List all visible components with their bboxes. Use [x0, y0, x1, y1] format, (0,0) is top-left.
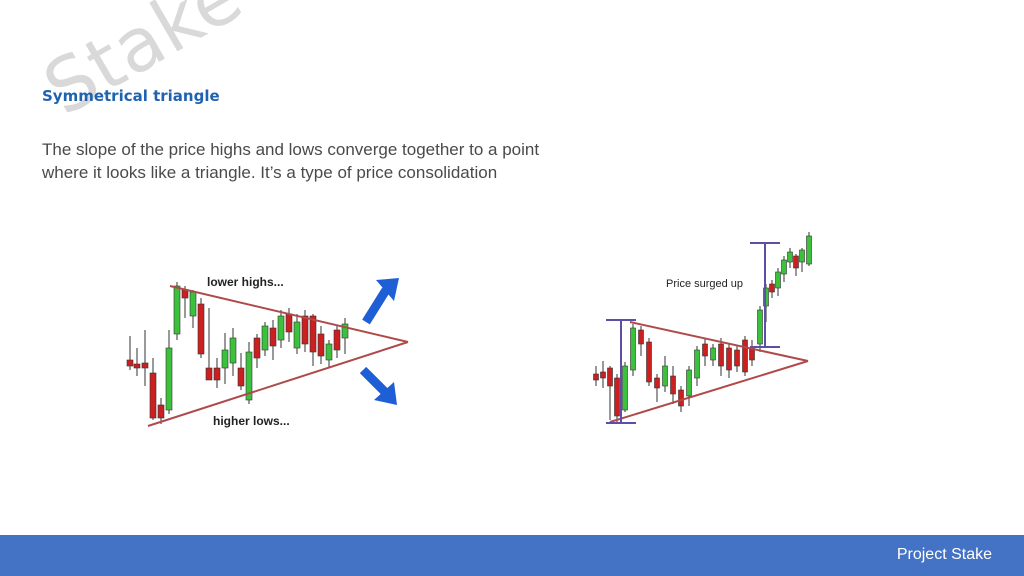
candle-body — [229, 337, 237, 364]
candle-body — [149, 372, 157, 419]
upper-trendline — [169, 285, 409, 343]
candle-body — [126, 359, 134, 367]
candle-body — [742, 339, 748, 373]
lower-trendline — [147, 341, 409, 427]
candle-body — [726, 347, 732, 371]
stake-watermark: Stake — [30, 0, 257, 133]
candle-body — [646, 341, 652, 383]
candle-body — [245, 351, 253, 401]
candle-body — [607, 367, 613, 387]
candle-body — [317, 333, 325, 357]
candle-body — [638, 329, 644, 345]
candle-body — [269, 327, 277, 347]
candle-body — [702, 343, 708, 357]
candle-body — [686, 369, 692, 397]
candle-body — [141, 362, 149, 369]
candle-body — [197, 303, 205, 355]
candle-body — [253, 337, 261, 359]
candle-body — [718, 343, 724, 367]
arrow-up-icon — [362, 278, 399, 325]
candle-body — [277, 315, 285, 341]
candle-body — [221, 349, 229, 369]
candle-body — [173, 285, 181, 335]
slide-title: Symmetrical triangle — [42, 87, 220, 105]
candle-body — [787, 251, 793, 263]
candle-body — [710, 347, 716, 361]
candle-body — [309, 315, 317, 353]
left-candles — [126, 282, 349, 424]
symmetrical-triangle-illustration: lower highs... higher lows... — [126, 275, 409, 428]
candle-body — [333, 329, 341, 351]
candle-body — [341, 323, 349, 339]
candle-body — [662, 365, 668, 387]
candle-body — [775, 271, 781, 289]
candle-body — [593, 373, 599, 381]
candle-body — [793, 255, 799, 269]
candle-body — [806, 235, 812, 265]
candle-body — [261, 325, 269, 351]
candle-body — [205, 367, 213, 381]
candle-body — [301, 315, 309, 345]
candle-body — [654, 377, 660, 389]
candle-body — [622, 365, 628, 411]
candle-body — [213, 367, 221, 381]
candle-body — [694, 349, 700, 379]
candle-body — [325, 343, 333, 361]
candle-body — [799, 249, 805, 263]
candle-body — [734, 349, 740, 367]
breakout-height-marker — [750, 242, 780, 348]
lower-highs-label: lower highs... — [207, 275, 284, 289]
footer-brand: Project Stake — [896, 546, 992, 563]
higher-lows-label: higher lows... — [213, 414, 290, 428]
lower-trendline — [609, 360, 809, 423]
upper-trendline — [629, 321, 809, 362]
candle-body — [237, 367, 245, 387]
slide-description: The slope of the price highs and lows co… — [42, 140, 540, 182]
footer-bar: Project Stake — [0, 535, 1024, 576]
candle-body — [781, 259, 787, 275]
candle-body — [757, 309, 763, 345]
breakout-illustration: Price surged up — [593, 232, 812, 424]
candle-body — [293, 321, 301, 349]
candle-body — [678, 389, 684, 407]
candle-body — [189, 291, 197, 317]
price-surge-annotation: Price surged up — [666, 278, 743, 290]
candle-body — [133, 363, 141, 369]
candle-body — [769, 283, 775, 293]
candle-body — [181, 289, 189, 299]
candle-body — [157, 404, 165, 419]
arrow-down-icon — [359, 366, 397, 405]
candle-body — [165, 347, 173, 411]
pattern-height-marker — [606, 319, 636, 424]
candle-body — [285, 313, 293, 333]
candle-body — [600, 371, 606, 379]
candle-body — [670, 375, 676, 395]
candle-body — [614, 377, 620, 417]
candle-body — [630, 327, 636, 371]
